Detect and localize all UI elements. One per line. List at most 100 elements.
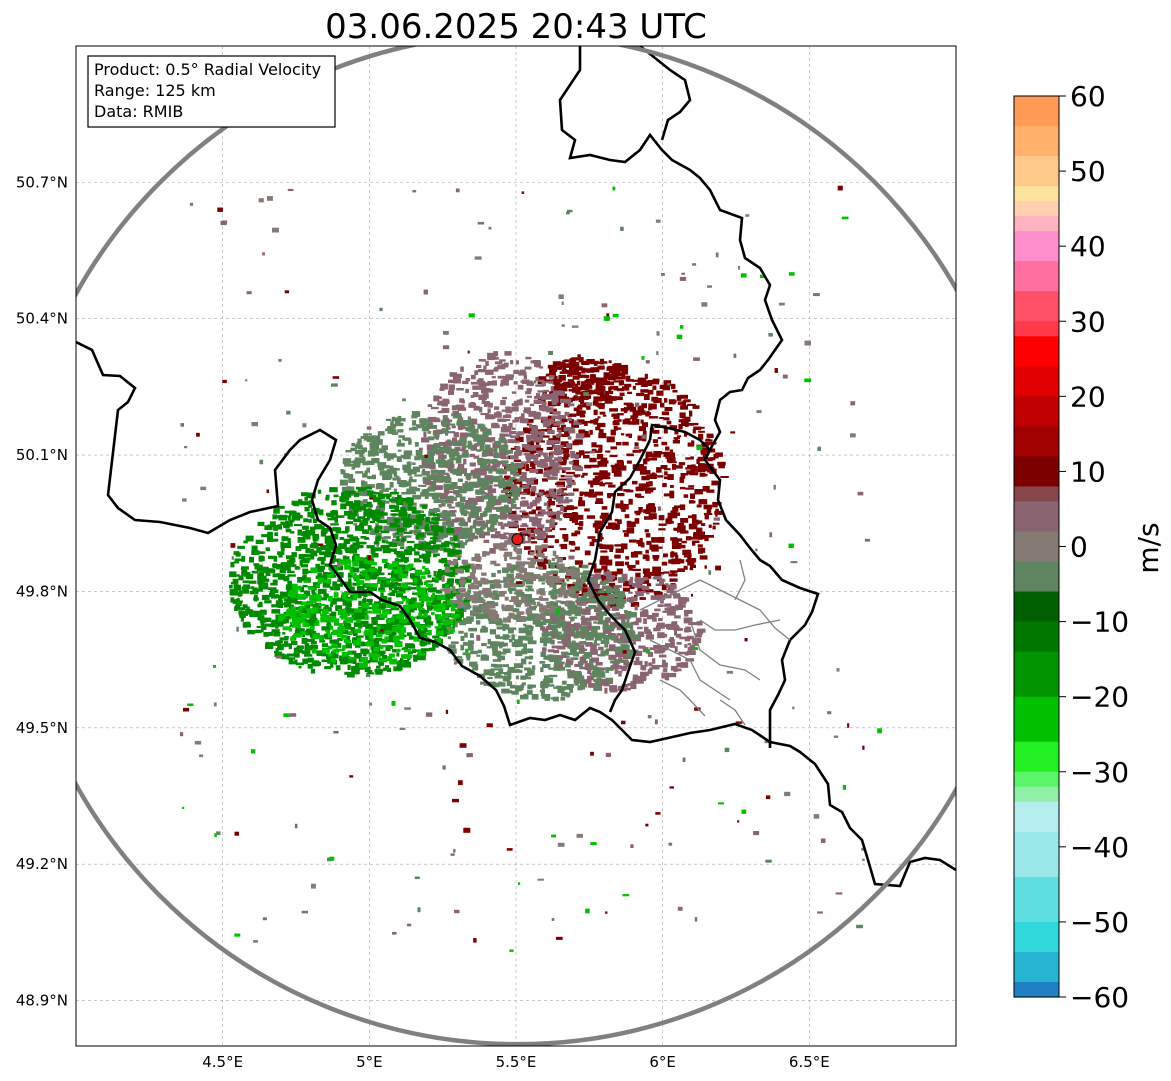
echo-pixel	[272, 642, 280, 646]
echo-pixel	[262, 578, 270, 582]
echo-pixel	[351, 466, 356, 470]
echo-pixel	[570, 381, 576, 386]
echo-pixel	[645, 634, 654, 640]
echo-pixel	[478, 439, 486, 445]
echo-pixel	[366, 467, 370, 473]
echo-pixel	[641, 475, 650, 481]
echo-pixel	[527, 411, 532, 415]
echo-pixel	[553, 650, 560, 654]
echo-pixel	[557, 461, 567, 466]
echo-pixel	[345, 623, 351, 626]
echo-pixel	[412, 654, 418, 658]
echo-pixel	[378, 587, 385, 592]
echo-pixel	[369, 567, 377, 572]
echo-pixel	[325, 637, 333, 640]
echo-pixel	[375, 506, 380, 511]
echo-pixel	[651, 658, 656, 664]
echo-pixel	[637, 626, 643, 630]
echo-pixel	[575, 630, 583, 636]
echo-pixel	[348, 586, 355, 593]
echo-pixel	[349, 612, 354, 615]
echo-pixel	[454, 588, 460, 592]
echo-pixel	[542, 435, 550, 438]
echo-pixel	[589, 541, 595, 547]
echo-pixel	[486, 478, 493, 481]
echo-pixel	[401, 538, 405, 543]
echo-pixel	[408, 635, 414, 640]
echo-pixel	[509, 684, 516, 689]
echo-pixel	[440, 430, 448, 433]
echo-pixel	[439, 518, 444, 521]
echo-pixel	[435, 522, 439, 527]
echo-pixel	[579, 666, 587, 670]
echo-pixel	[581, 475, 585, 478]
echo-pixel	[516, 591, 525, 597]
echo-pixel	[412, 420, 417, 426]
echo-pixel	[380, 582, 384, 588]
echo-pixel	[378, 606, 386, 610]
echo-pixel	[475, 613, 484, 620]
echo-pixel	[610, 660, 614, 664]
echo-pixel	[487, 380, 493, 386]
echo-pixel	[366, 501, 372, 508]
echo-pixel	[463, 449, 469, 455]
echo-pixel	[570, 586, 579, 592]
echo-pixel	[407, 650, 413, 655]
echo-pixel	[548, 375, 555, 379]
echo-pixel	[438, 446, 443, 453]
echo-pixel	[590, 464, 600, 468]
echo-pixel	[363, 435, 368, 439]
echo-pixel	[593, 472, 602, 475]
echo-pixel	[495, 619, 503, 626]
echo-pixel	[477, 457, 484, 463]
echo-pixel	[354, 463, 361, 468]
echo-pixel	[270, 521, 276, 527]
echo-pixel	[535, 623, 544, 627]
echo-pixel	[578, 564, 585, 568]
echo-pixel	[427, 606, 433, 611]
echo-pixel	[483, 458, 491, 464]
echo-pixel	[467, 502, 476, 508]
echo-pixel	[573, 407, 580, 412]
echo-pixel	[397, 636, 405, 640]
echo-pixel	[605, 450, 611, 453]
echo-pixel	[403, 634, 407, 638]
echo-pixel	[510, 569, 514, 573]
echo-pixel	[511, 608, 518, 612]
echo-pixel	[524, 625, 534, 629]
echo-pixel	[525, 636, 534, 641]
echo-pixel	[474, 528, 483, 534]
echo-pixel	[564, 686, 573, 690]
echo-pixel	[310, 513, 315, 519]
echo-pixel	[387, 597, 392, 603]
echo-pixel	[603, 374, 612, 377]
echo-pixel	[480, 464, 486, 470]
echo-pixel	[536, 412, 542, 417]
echo-pixel	[598, 610, 602, 616]
echo-pixel	[557, 456, 563, 463]
echo-pixel	[526, 457, 531, 464]
echo-pixel	[640, 389, 649, 393]
echo-pixel	[381, 512, 388, 516]
echo-pixel	[611, 465, 619, 472]
echo-pixel	[583, 652, 593, 658]
echo-pixel	[407, 546, 412, 549]
echo-pixel	[498, 471, 504, 475]
echo-pixel	[579, 661, 583, 668]
echo-pixel	[524, 546, 531, 550]
echo-pixel	[621, 369, 629, 375]
echo-pixel	[562, 692, 571, 697]
echo-pixel	[514, 517, 522, 521]
echo-pixel	[533, 360, 541, 364]
echo-pixel	[287, 570, 295, 573]
echo-pixel	[688, 423, 695, 426]
echo-pixel	[536, 518, 543, 521]
echo-pixel	[500, 508, 510, 514]
echo-pixel	[593, 368, 600, 373]
echo-pixel	[322, 571, 328, 576]
echo-pixel	[488, 620, 497, 624]
echo-pixel	[535, 393, 541, 399]
echo-pixel	[410, 573, 418, 578]
echo-pixel	[560, 475, 566, 478]
echo-pixel	[351, 442, 356, 447]
